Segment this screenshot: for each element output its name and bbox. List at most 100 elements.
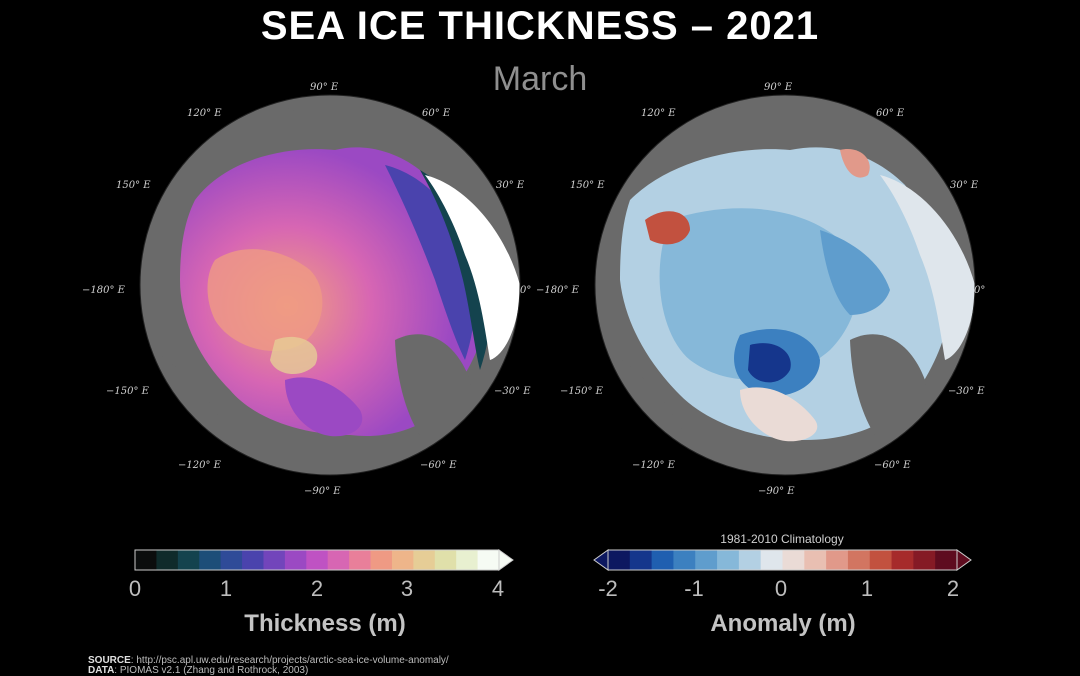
anomaly-colorbar-swatch	[673, 550, 696, 570]
anomaly-colorbar-swatch	[629, 550, 653, 570]
thickness-tick-label-4: 4	[491, 576, 505, 601]
tick-lon-90e: 90° E	[764, 82, 793, 93]
thickness-colorbar-swatch	[327, 550, 350, 570]
tick-lon-0: 0°	[974, 285, 986, 296]
tick-lon-m120e: −120° E	[632, 460, 675, 471]
chart-title: SEA ICE THICKNESS – 2021	[260, 4, 820, 48]
thickness-colorbar	[134, 549, 514, 571]
anomaly-colorbar-swatch	[651, 550, 674, 570]
open-ocean	[425, 175, 520, 360]
anomaly-colorbar-swatch	[738, 550, 762, 570]
tick-lon-m180e: −180° E	[82, 285, 125, 296]
tick-lon-30e: 30° E	[950, 180, 979, 191]
anomaly-negative-zone	[659, 208, 859, 380]
thickness-tick-label-1: 1	[219, 576, 233, 601]
thickness-colorbar-swatch	[349, 550, 372, 570]
thickness-map	[139, 94, 521, 476]
anomaly-colorbar-swatch	[782, 550, 805, 570]
thickness-colorbar-over-arrow	[498, 549, 514, 571]
thickness-colorbar-swatch	[263, 550, 286, 570]
anomaly-colorbar-swatch	[913, 550, 936, 570]
thickness-axis-title: Thickness (m)	[244, 610, 406, 637]
anomaly-positive-zone	[645, 211, 690, 245]
anomaly-colorbar	[593, 549, 972, 571]
land-mass-greenland	[395, 334, 471, 450]
thickness-colorbar-swatch	[177, 550, 200, 570]
thickness-colorbar-swatch	[370, 550, 393, 570]
tick-lon-150e: 150° E	[570, 180, 605, 191]
anomaly-colorbar-swatch	[804, 550, 827, 570]
archipelago	[285, 377, 363, 437]
ice-thin-band	[385, 165, 476, 360]
tick-lon-m90e: −90° E	[304, 486, 341, 497]
tick-lon-m60e: −60° E	[420, 460, 457, 471]
chart-subtitle: March	[492, 60, 588, 98]
ice-thick-core	[270, 336, 318, 375]
tick-lon-90e: 90° E	[310, 82, 339, 93]
data-citation: : PIOMAS v2.1 (Zhang and Rothrock, 2003)	[114, 665, 309, 676]
tick-lon-120e: 120° E	[187, 108, 222, 119]
thickness-colorbar-swatch	[242, 550, 264, 570]
anomaly-colorbar-swatch	[869, 550, 893, 570]
anomaly-tick-label-0: 0	[774, 576, 788, 601]
anomaly-colorbar-swatch	[826, 550, 849, 570]
tick-lon-m90e: −90° E	[758, 486, 795, 497]
anomaly-map	[594, 94, 976, 476]
anomaly-colorbar-swatch	[608, 550, 631, 570]
thickness-colorbar-swatch	[220, 550, 243, 570]
thickness-colorbar-swatch	[434, 550, 457, 570]
thickness-tick-label-2: 2	[310, 576, 324, 601]
tick-lon-m30e: −30° E	[494, 386, 531, 397]
anomaly-tick-label-2: 2	[946, 576, 960, 601]
thickness-colorbar-frame	[134, 549, 500, 571]
anomaly-positive-east	[840, 149, 870, 178]
thickness-colorbar-swatch	[199, 550, 222, 570]
thickness-colorbar-swatch	[391, 550, 414, 570]
anomaly-climatology-note: 1981-2010 Climatology	[720, 532, 844, 546]
tick-lon-m30e: −30° E	[948, 386, 985, 397]
ice-hotspot	[207, 249, 323, 351]
thickness-colorbar-swatch	[413, 550, 436, 570]
thickness-tick-label-3: 3	[400, 576, 414, 601]
tick-lon-0: 0°	[520, 285, 532, 296]
anomaly-colorbar-frame	[607, 549, 958, 571]
tick-lon-m180e: −180° E	[536, 285, 579, 296]
anomaly-east-gradient	[820, 230, 890, 315]
tick-lon-60e: 60° E	[876, 108, 905, 119]
anomaly-colorbar-swatch	[847, 550, 871, 570]
land-mass-greenland	[850, 334, 926, 450]
anomaly-colorbar-under-arrow	[593, 549, 609, 571]
archipelago	[740, 387, 818, 442]
tick-lon-m150e: −150° E	[560, 386, 603, 397]
anomaly-colorbar-swatch	[695, 550, 718, 570]
thickness-colorbar-swatch	[284, 550, 307, 570]
anomaly-colorbar-swatch	[717, 550, 740, 570]
thickness-colorbar-swatch	[456, 550, 479, 570]
source-label: SOURCE	[88, 655, 131, 666]
anomaly-colorbar-swatch	[891, 550, 914, 570]
anomaly-colorbar-over-arrow	[956, 549, 972, 571]
anomaly-colorbar-swatch	[935, 550, 958, 570]
anomaly-minimum	[748, 343, 791, 383]
anomaly-axis-title: Anomaly (m)	[710, 610, 856, 637]
source-link[interactable]: : http://psc.apl.uw.edu/research/project…	[130, 655, 449, 666]
thickness-colorbar-swatch	[135, 550, 157, 570]
tick-lon-120e: 120° E	[641, 108, 676, 119]
thickness-tick-label-0: 0	[128, 576, 142, 601]
anomaly-colorbar-swatch	[760, 550, 783, 570]
tick-lon-m150e: −150° E	[106, 386, 149, 397]
tick-lon-m60e: −60° E	[874, 460, 911, 471]
ice-edge-dark	[420, 170, 492, 370]
anomaly-tick-label-1: 1	[860, 576, 874, 601]
tick-lon-m120e: −120° E	[178, 460, 221, 471]
tick-lon-30e: 30° E	[496, 180, 525, 191]
anomaly-tick-label-m2: -2	[598, 576, 618, 601]
anomaly-tick-label-m1: -1	[684, 576, 704, 601]
open-ocean	[880, 175, 975, 360]
source-footer: SOURCE: http://psc.apl.uw.edu/research/p…	[88, 656, 449, 676]
data-label: DATA	[88, 665, 115, 676]
tick-lon-60e: 60° E	[422, 108, 451, 119]
thickness-colorbar-swatch	[156, 550, 179, 570]
thickness-colorbar-swatch	[477, 550, 500, 570]
thickness-colorbar-swatch	[306, 550, 329, 570]
